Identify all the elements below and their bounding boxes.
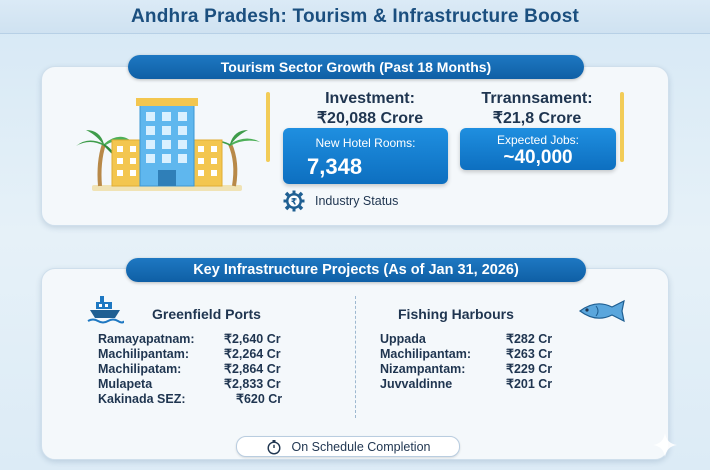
harbours-list: Uppada ₹282 Cr Machilipantam: ₹263 Cr Niza… — [380, 331, 576, 392]
list-item: Nizampantam: ₹229 Cr — [380, 361, 553, 377]
title-bar: Andhra Pradesh: Tourism & Infrastructure… — [0, 0, 710, 34]
sparkle-icon — [653, 433, 677, 457]
list-item: Machilipantam: ₹2,264 Cr — [98, 346, 281, 362]
ports-title: Greenfield Ports — [152, 306, 261, 322]
second-stat-label: Trrannsament: — [481, 90, 593, 107]
list-item: Uppada ₹282 Cr — [380, 331, 553, 347]
hotel-illustration-icon — [76, 98, 260, 191]
industry-status: ₹ Industry Status — [283, 190, 398, 212]
list-item: Mulapeta ₹2,833 Cr — [98, 376, 281, 392]
industry-status-label: Industry Status — [315, 194, 399, 208]
hotel-rooms-box: New Hotel Rooms: 7,348 — [283, 128, 448, 184]
accent-bar-right — [620, 92, 624, 162]
on-schedule-label: On Schedule Completion — [291, 439, 431, 454]
infrastructure-heading: Key Infrastructure Projects (As of Jan 3… — [126, 258, 586, 282]
list-item: Juvvaldinne ₹201 Cr — [380, 376, 553, 392]
list-item: Machilipantam: ₹263 Cr — [380, 346, 553, 362]
hotel-rooms-label: New Hotel Rooms: — [315, 136, 416, 150]
expected-jobs-value: ~40,000 — [503, 147, 573, 168]
harbours-title: Fishing Harbours — [398, 306, 514, 322]
second-stat-value: ₹21,8 Crore — [492, 110, 582, 127]
page-title: Andhra Pradesh: Tourism & Infrastructure… — [130, 5, 580, 27]
list-item: Kakinada SEZ: ₹620 Cr — [98, 391, 283, 407]
list-item: Machilipatam: ₹2,864 Cr — [98, 361, 281, 377]
expected-jobs-label: Expected Jobs: — [496, 133, 580, 147]
ports-list: Ramayapatnam: ₹2,640 Cr Machilipantam: ₹2,… — [98, 331, 306, 407]
svg-text:₹: ₹ — [291, 198, 297, 208]
hotel-rooms-value: 7,348 — [307, 154, 363, 179]
rupee-gear-icon: ₹ — [283, 190, 305, 212]
fish-icon — [578, 299, 625, 323]
investment-value: ₹20,088 Crore — [316, 110, 424, 127]
expected-jobs-box: Expected Jobs: ~40,000 — [460, 128, 616, 170]
tourism-heading: Tourism Sector Growth (Past 18 Months) — [128, 55, 584, 79]
list-item: Ramayapatnam: ₹2,640 Cr — [98, 331, 281, 347]
investment-label: Investment: — [325, 90, 415, 107]
section-divider — [355, 296, 356, 418]
accent-bar-left — [266, 92, 270, 162]
stopwatch-icon — [266, 439, 281, 455]
ship-icon — [87, 296, 124, 324]
on-schedule-badge: On Schedule Completion — [236, 436, 460, 457]
